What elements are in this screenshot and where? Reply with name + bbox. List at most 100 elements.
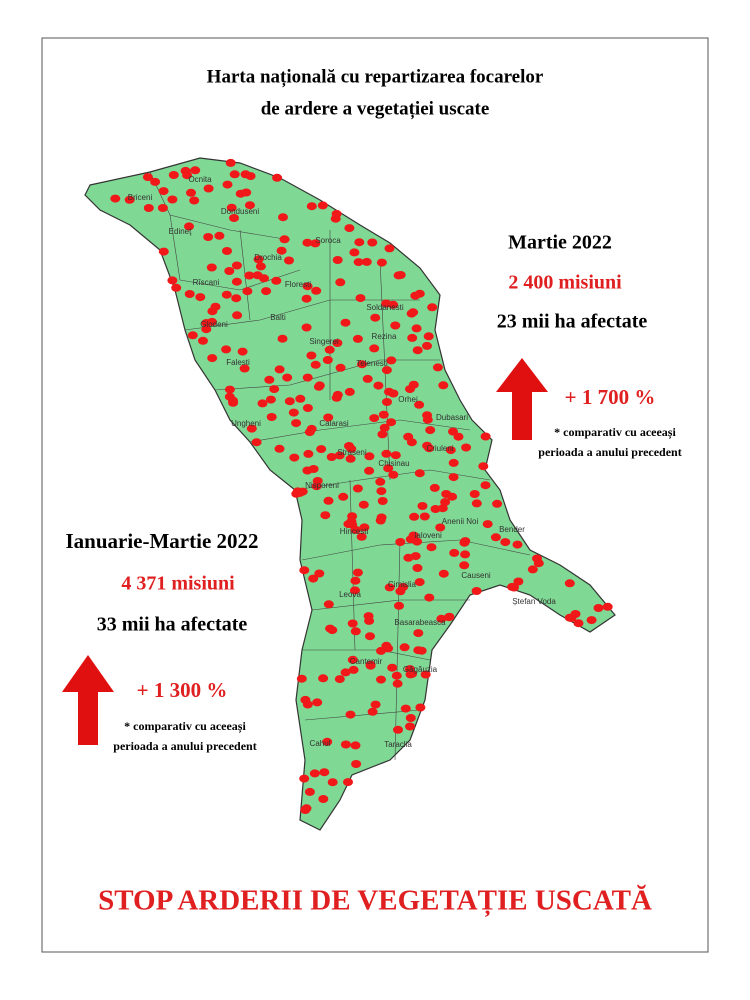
fire-dot [395, 271, 406, 279]
fire-dot [359, 523, 370, 532]
fire-dot [407, 333, 418, 342]
fire-dot [602, 602, 613, 611]
fire-dot [244, 201, 255, 210]
fire-dot [142, 173, 153, 182]
fire-dot [357, 360, 367, 369]
fire-dot [302, 373, 313, 382]
fire-dot [422, 441, 433, 450]
fire-dot [284, 256, 294, 265]
fire-dot [274, 444, 285, 453]
fire-dot [189, 196, 200, 205]
fire-dot [388, 470, 399, 479]
fire-dot [232, 311, 243, 320]
up-arrow [496, 358, 548, 440]
fire-dot [253, 255, 264, 264]
fire-dot [370, 313, 381, 322]
quarter-note: perioada a anului precedent [113, 739, 256, 753]
fire-dot [422, 341, 432, 350]
fire-dot [398, 583, 409, 591]
district-label: Taraclia [384, 740, 412, 749]
fire-dot [242, 287, 253, 296]
fire-dot [308, 574, 319, 583]
fire-dot [412, 537, 423, 546]
fire-dot [533, 559, 544, 568]
fire-dot [237, 347, 248, 356]
fire-dot [259, 274, 269, 283]
fire-dot [272, 173, 283, 182]
fire-dot [255, 262, 266, 271]
fire-dot [327, 778, 338, 787]
district-label: Ștefan Voda [512, 597, 556, 606]
fire-dot [304, 787, 315, 796]
quarter-period: Ianuarie-Martie 2022 [65, 529, 258, 553]
fire-dot [356, 532, 367, 541]
fire-dot [426, 543, 437, 552]
fire-dot [257, 399, 268, 408]
fire-dot [203, 184, 214, 193]
fire-dot [347, 512, 358, 521]
district-label: Briceni [128, 193, 153, 202]
fire-dot [369, 344, 380, 353]
fire-dot [325, 624, 336, 633]
fire-dot [110, 194, 121, 203]
fire-dot [302, 700, 313, 709]
fire-dot [335, 363, 346, 372]
fire-dot [186, 188, 196, 197]
fire-dot [157, 204, 168, 212]
fire-dot [348, 665, 359, 674]
fire-dot [271, 276, 282, 285]
fire-dot [438, 381, 449, 390]
fire-dot [279, 235, 290, 244]
footer-slogan: STOP ARDERII DE VEGETAȚIE USCATĂ [98, 884, 652, 918]
district-label: Singerei [309, 337, 339, 346]
fire-dot [377, 497, 388, 505]
fire-dot [228, 396, 238, 405]
fire-dot [361, 257, 372, 266]
fire-dot [347, 619, 358, 628]
fire-dot [311, 286, 322, 295]
fire-dot [376, 513, 387, 522]
fire-dot [338, 492, 349, 501]
district-label: Edineţ [169, 227, 192, 236]
fire-dot [331, 393, 342, 402]
fire-dot [364, 452, 375, 461]
fire-dot [143, 204, 154, 212]
fire-dot [306, 351, 317, 360]
district-label: Nisporeni [305, 481, 339, 490]
fire-dot [332, 339, 343, 347]
fire-dot [276, 246, 287, 255]
fire-dot [229, 214, 239, 222]
fire-dot [459, 561, 470, 570]
fire-dot [444, 612, 455, 621]
fire-dot [367, 238, 378, 247]
fire-dot [414, 469, 425, 478]
march-missions: 2 400 misiuni [508, 272, 622, 294]
fire-dot [265, 395, 276, 404]
fire-dot [453, 432, 464, 441]
fire-dot [448, 458, 459, 467]
fire-dot [430, 505, 441, 513]
fire-dot [573, 619, 584, 628]
district-label: Cantemir [350, 657, 383, 666]
district-label: Ocnita [188, 175, 212, 184]
fire-dot [409, 512, 420, 521]
fire-dot [405, 714, 416, 722]
fire-dot [411, 324, 422, 333]
fire-dot [391, 671, 402, 680]
fire-dot [222, 180, 233, 189]
fire-dot [423, 332, 434, 341]
fire-dot [586, 616, 597, 625]
district-label: Ungheni [231, 419, 261, 428]
fire-dot [168, 171, 179, 179]
fire-dot [184, 290, 195, 298]
district-label: Rîscani [193, 278, 220, 287]
fire-dot [201, 319, 212, 327]
fire-dot [440, 498, 451, 507]
fire-dot [221, 290, 232, 299]
fire-dot [415, 703, 426, 712]
district-label: Floresti [285, 280, 311, 289]
fire-dot [340, 740, 351, 749]
fire-dot [282, 373, 293, 382]
fire-dot [296, 674, 307, 683]
fire-dot [461, 443, 472, 452]
